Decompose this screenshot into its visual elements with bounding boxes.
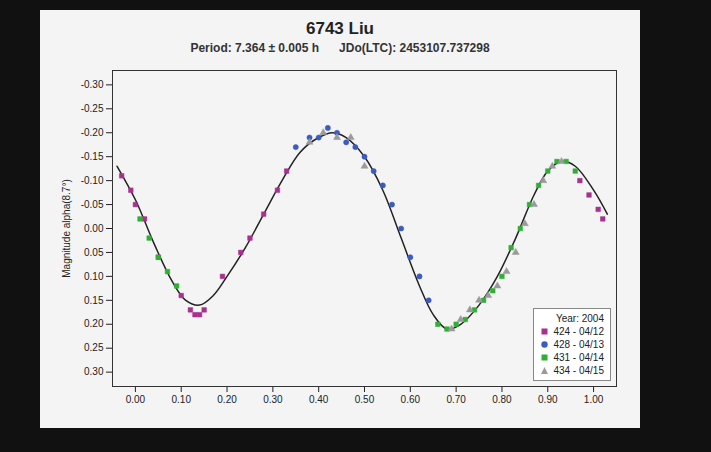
html-text:428 - 04/13: 428 - 04/13 bbox=[553, 339, 604, 350]
svg-text:0.30: 0.30 bbox=[263, 394, 283, 405]
html-text:424 - 04/12: 424 - 04/12 bbox=[553, 326, 604, 337]
svg-text:Magnitude alpha(8.7°): Magnitude alpha(8.7°) bbox=[61, 179, 72, 278]
svg-text:0.25: 0.25 bbox=[84, 342, 104, 353]
svg-text:0.80: 0.80 bbox=[492, 394, 512, 405]
svg-text:0.30: 0.30 bbox=[84, 366, 104, 377]
svg-text:1.00: 1.00 bbox=[584, 394, 604, 405]
svg-text:-0.30: -0.30 bbox=[81, 79, 104, 90]
svg-text:0.40: 0.40 bbox=[309, 394, 329, 405]
svg-text:0.90: 0.90 bbox=[538, 394, 558, 405]
html-text:431 - 04/14: 431 - 04/14 bbox=[553, 352, 604, 363]
svg-text:-0.10: -0.10 bbox=[81, 175, 104, 186]
svg-text:0.00: 0.00 bbox=[126, 394, 146, 405]
svg-text:-0.15: -0.15 bbox=[81, 151, 104, 162]
svg-text:0.00: 0.00 bbox=[84, 223, 104, 234]
svg-text:-0.25: -0.25 bbox=[81, 103, 104, 114]
svg-text:-0.05: -0.05 bbox=[81, 199, 104, 210]
svg-text:0.10: 0.10 bbox=[84, 271, 104, 282]
html-text:Year: 2004: Year: 2004 bbox=[556, 313, 604, 324]
html-text:6743 Liu: 6743 Liu bbox=[306, 19, 374, 38]
svg-text:0.20: 0.20 bbox=[84, 318, 104, 329]
svg-text:0.05: 0.05 bbox=[84, 247, 104, 258]
svg-text:0.70: 0.70 bbox=[446, 394, 466, 405]
svg-text:0.15: 0.15 bbox=[84, 295, 104, 306]
svg-text:0.60: 0.60 bbox=[401, 394, 421, 405]
html-text:Period: 7.364 ± 0.005 h JDo(LT: Period: 7.364 ± 0.005 h JDo(LTC): 245310… bbox=[190, 41, 490, 55]
html-text:434 - 04/15: 434 - 04/15 bbox=[553, 365, 604, 376]
svg-text:0.20: 0.20 bbox=[217, 394, 237, 405]
svg-text:-0.20: -0.20 bbox=[81, 127, 104, 138]
svg-text:0.10: 0.10 bbox=[171, 394, 191, 405]
svg-text:0.50: 0.50 bbox=[355, 394, 375, 405]
